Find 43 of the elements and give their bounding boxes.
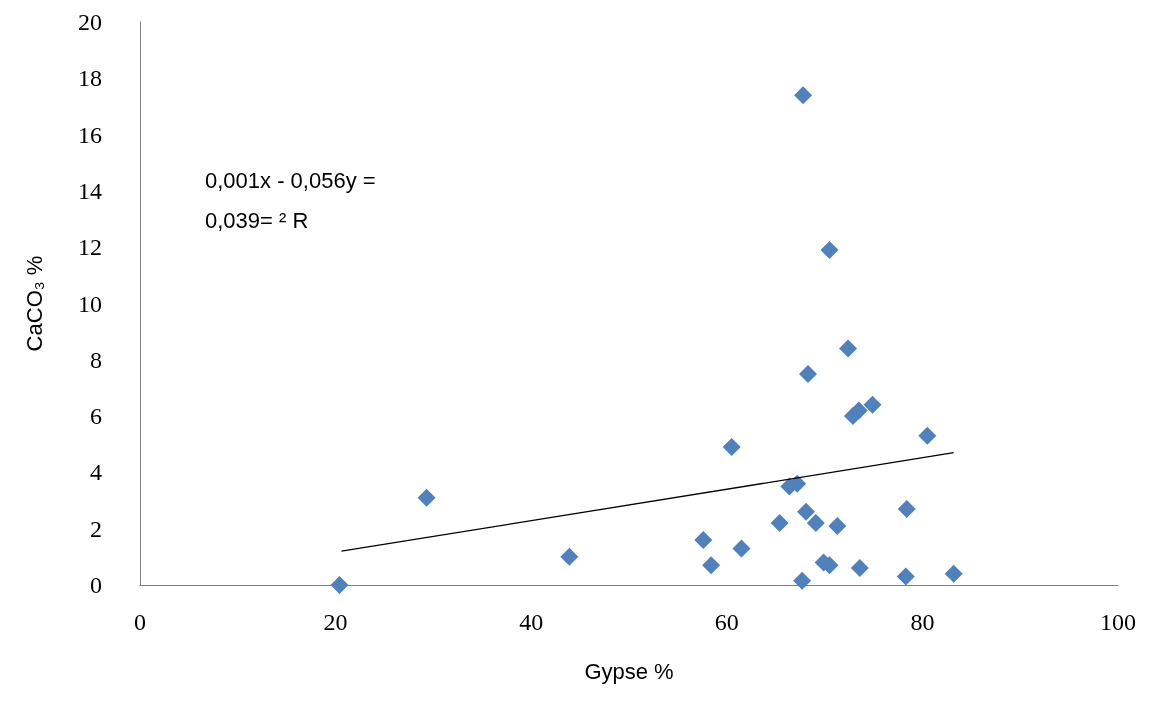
point: [806, 514, 825, 533]
point: [918, 426, 937, 445]
y-tick-label: 16: [78, 121, 102, 148]
point: [839, 339, 858, 358]
x-tick-label: 100: [1100, 609, 1136, 635]
point: [722, 438, 741, 457]
y-tick-label: 10: [78, 290, 102, 317]
point: [797, 502, 816, 521]
annotation: 0,001x - 0,056y = 0,039= ² R: [205, 167, 376, 233]
point: [770, 514, 789, 533]
point: [820, 241, 839, 260]
point: [793, 571, 812, 590]
point: [849, 401, 868, 420]
point: [417, 488, 436, 507]
point: [794, 86, 813, 105]
y-tick-label: 0: [90, 572, 102, 598]
y-tick-label: 4: [90, 459, 102, 486]
y-axis-title: CaCO₃ %: [21, 255, 47, 352]
x-tick-label: 20: [323, 609, 348, 635]
point: [896, 567, 915, 586]
point: [944, 564, 963, 583]
point: [702, 556, 721, 575]
x-tick-label: 60: [714, 609, 739, 635]
y-tick-label: 12: [78, 234, 102, 261]
y-tick-label: 2: [90, 515, 102, 542]
point: [798, 364, 817, 383]
point: [863, 395, 882, 414]
point: [694, 530, 713, 549]
x-tick-label: 0: [134, 609, 146, 635]
point: [732, 539, 751, 558]
x-tick-label: 80: [910, 609, 935, 635]
point: [560, 547, 579, 566]
point: [330, 576, 349, 594]
point: [897, 499, 916, 518]
y-tick-label: 8: [90, 346, 102, 373]
x-tick-label: 40: [519, 609, 544, 635]
point: [828, 516, 847, 535]
x-axis-title: Gypse %: [584, 658, 674, 684]
y-tick-label: 14: [78, 177, 102, 204]
y-tick-label: 18: [78, 65, 102, 92]
point: [850, 559, 869, 578]
y-tick-label: 20: [78, 9, 102, 35]
y-tick-label: 6: [90, 403, 102, 430]
